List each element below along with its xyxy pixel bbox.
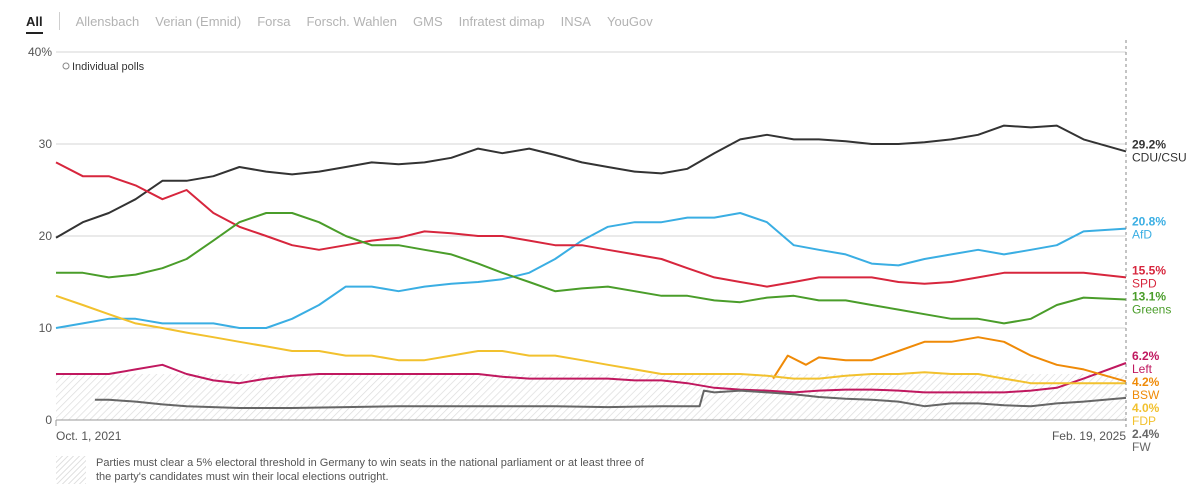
series-name-fw: FW — [1132, 440, 1151, 454]
tab-infratest-dimap[interactable]: Infratest dimap — [458, 13, 545, 29]
series-value-fdp: 4.0% — [1132, 401, 1160, 415]
series-line-afd — [55, 212, 1127, 329]
y-tick-label: 10 — [39, 321, 53, 335]
series-value-left: 6.2% — [1132, 349, 1160, 363]
individual-polls-legend: Individual polls — [62, 61, 145, 73]
tab-insa[interactable]: INSA — [560, 13, 591, 29]
series-line-cdu-csu — [55, 124, 1127, 239]
series-value-cdu-csu: 29.2% — [1132, 137, 1166, 151]
y-tick-label: 40% — [28, 45, 52, 59]
series-line-fdp — [55, 294, 1126, 385]
threshold-note-text: Parties must clear a 5% electoral thresh… — [96, 457, 644, 483]
tab-yougov[interactable]: YouGov — [606, 13, 653, 29]
series-line-bsw — [772, 336, 1127, 383]
series-value-spd: 15.5% — [1132, 263, 1166, 277]
series-line-fw — [94, 389, 1127, 409]
series-name-fdp: FDP — [1132, 414, 1156, 428]
series-name-afd: AfD — [1132, 228, 1152, 242]
series-name-cdu-csu: CDU/CSU — [1132, 150, 1187, 164]
individual-polls-label: Individual polls — [72, 61, 145, 73]
hatch-swatch-icon — [56, 456, 86, 484]
tab-verian-emnid[interactable]: Verian (Emnid) — [155, 13, 242, 29]
series-name-spd: SPD — [1132, 276, 1157, 290]
poll-marker-icon — [62, 62, 70, 70]
x-end-label: Feb. 19, 2025 — [1052, 429, 1126, 443]
tab-divider — [58, 12, 60, 30]
tab-allensbach[interactable]: Allensbach — [75, 13, 140, 29]
series-value-bsw: 4.2% — [1132, 375, 1160, 389]
tab-forsch-wahlen[interactable]: Forsch. Wahlen — [306, 13, 398, 29]
series-value-fw: 2.4% — [1132, 427, 1160, 441]
tab-forsa[interactable]: Forsa — [257, 13, 291, 29]
series-value-afd: 20.8% — [1132, 215, 1166, 229]
series-value-greens: 13.1% — [1132, 289, 1166, 303]
y-tick-label: 0 — [45, 413, 52, 427]
x-start-label: Oct. 1, 2021 — [56, 429, 122, 443]
tab-gms[interactable]: GMS — [413, 13, 443, 29]
poll-chart: 0 10 20 30 40% Oct. 1, 2021 Feb. 19, 2025 29.… — [28, 40, 1187, 454]
series-name-bsw: BSW — [1132, 388, 1160, 402]
series-line-spd — [55, 161, 1127, 288]
series-name-greens: Greens — [1132, 302, 1171, 316]
pollster-tabs: All Allensbach Verian (Emnid) Forsa Fors… — [26, 10, 669, 34]
y-tick-label: 30 — [39, 137, 53, 151]
series-line-greens — [56, 212, 1127, 325]
tab-all[interactable]: All — [26, 13, 43, 34]
series-lines — [55, 124, 1127, 409]
series-name-left: Left — [1132, 362, 1153, 376]
series-line-left — [56, 362, 1127, 394]
threshold-note: Parties must clear a 5% electoral thresh… — [56, 456, 656, 484]
y-tick-label: 20 — [39, 229, 53, 243]
axes: Oct. 1, 2021 Feb. 19, 2025 — [55, 40, 1127, 443]
gridlines: 0 10 20 30 40% — [28, 45, 1126, 427]
